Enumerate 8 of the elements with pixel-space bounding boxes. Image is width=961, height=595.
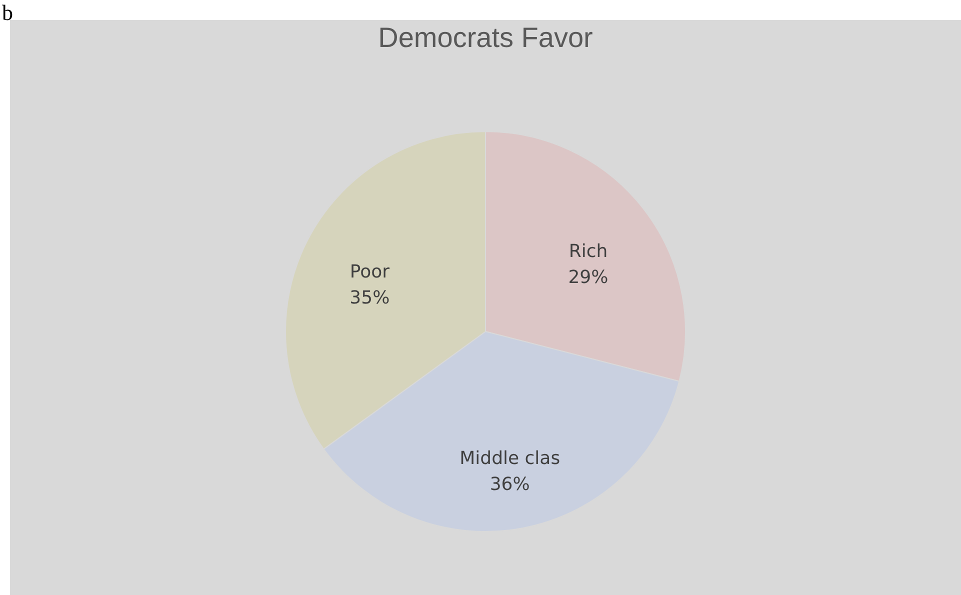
slice-label: Rich [568,240,608,262]
chart-title: Democrats Favor [378,22,593,53]
slice-label: Middle clas [460,448,560,470]
text: b [2,0,13,26]
data-label: 36% [490,474,530,496]
data-label: 35% [350,287,390,308]
data-label: 29% [568,266,608,288]
slice-label: Poor [350,261,390,282]
